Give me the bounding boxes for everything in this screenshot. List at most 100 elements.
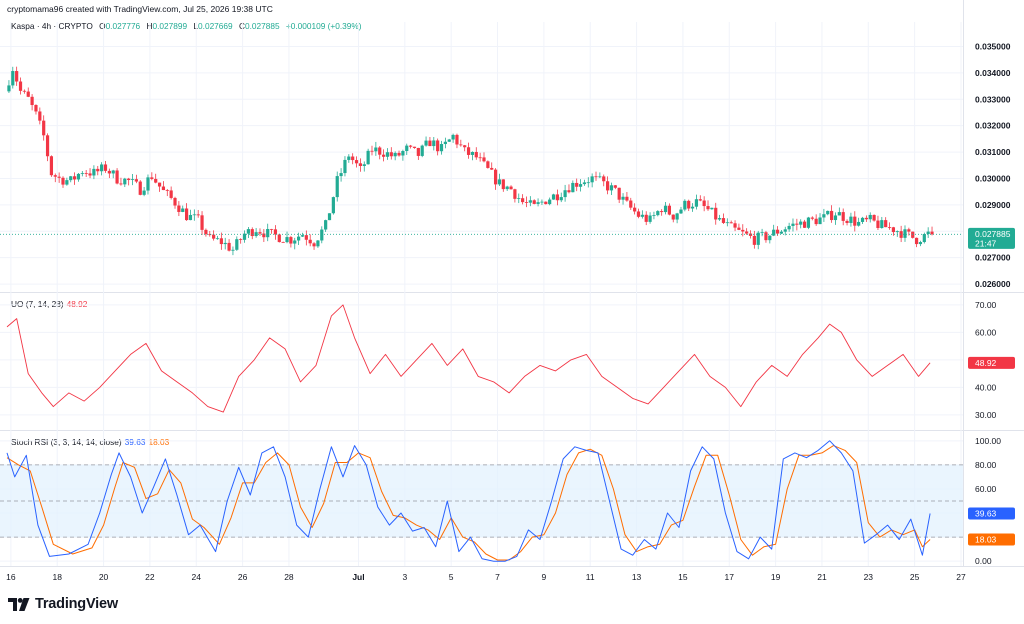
chart-credit: cryptomama96 created with TradingView.co… (7, 4, 273, 14)
candle-body (142, 190, 146, 195)
tradingview-logo[interactable]: TradingView (8, 596, 118, 612)
uo-value: 48.92 (66, 299, 88, 309)
candle-body (53, 175, 57, 177)
candle-body (347, 156, 351, 160)
candle-body (447, 139, 451, 142)
uo-legend[interactable]: UO (7, 14, 28) 48.92 (11, 299, 87, 309)
candle-body (88, 173, 92, 176)
candle-body (528, 200, 532, 203)
candle-body (609, 185, 614, 191)
candle-body (548, 199, 552, 205)
candle-body (833, 215, 838, 221)
x-tick-label: 21 (817, 572, 827, 582)
stoch-k-tag-text: 39.63 (975, 508, 997, 518)
candle-body (617, 187, 621, 200)
symbol-title[interactable]: Kaspa · 4h · CRYPTO (11, 21, 93, 31)
y-tick-label: 0.035000 (975, 41, 1011, 51)
x-tick-label: Jul (352, 572, 364, 582)
candle-body (625, 196, 629, 201)
x-tick-label: 19 (771, 572, 781, 582)
candle-body (223, 242, 227, 245)
y-tick-label: 0.032000 (975, 121, 1011, 131)
candle-body (868, 214, 872, 220)
uo-value-tag-text: 48.92 (975, 358, 997, 368)
candle-body (181, 208, 185, 212)
candle-body (436, 140, 440, 152)
x-tick-label: 27 (956, 572, 966, 582)
candle-body (521, 198, 525, 203)
candle-body (103, 164, 108, 171)
candle-body (474, 151, 478, 158)
candle-body (702, 200, 706, 207)
candle-body (277, 234, 281, 243)
candle-body (718, 218, 722, 220)
candle-body (146, 177, 150, 191)
candle-body (397, 152, 401, 156)
candle-body (810, 217, 814, 219)
candle-body (130, 179, 135, 181)
candle-body (459, 144, 463, 146)
candle-body (791, 223, 795, 226)
candle-body (578, 184, 583, 187)
open-label: O (99, 21, 106, 31)
x-tick-label: 22 (145, 572, 155, 582)
candle-body (795, 223, 799, 225)
low-label: L (193, 21, 199, 31)
candle-body (420, 145, 424, 156)
candle-body (760, 232, 764, 234)
candle-body (501, 179, 505, 190)
candle-body (150, 177, 154, 179)
candle-body (161, 186, 166, 191)
candle-body (613, 185, 617, 188)
candle-body (339, 173, 343, 177)
candle-body (72, 176, 77, 180)
candle-body (605, 181, 610, 191)
candle-body (362, 164, 366, 166)
uo-line (6, 304, 931, 413)
candle-body (184, 208, 189, 221)
stoch-k-value: 39.63 (124, 437, 146, 447)
last-price-tag (968, 227, 1015, 249)
candle-body (196, 214, 200, 216)
candle-body (741, 229, 745, 232)
candle-body (555, 194, 559, 201)
candle-body (451, 134, 455, 140)
candle-body (551, 194, 556, 200)
candle-body (582, 182, 587, 185)
candle-body (629, 200, 633, 208)
candle-body (92, 168, 96, 176)
stoch-legend[interactable]: Stoch RSI (3, 3, 14, 14, close) 39.63 18.0… (11, 437, 169, 447)
candle-body (154, 178, 158, 183)
candle-body (826, 210, 830, 215)
candle-body (300, 235, 305, 237)
candle-body (439, 144, 444, 152)
stoch-title: Stoch RSI (3, 3, 14, 14, close) (11, 437, 122, 447)
candle-body (45, 135, 50, 157)
candle-body (509, 186, 513, 190)
candle-body (7, 85, 11, 92)
candle-body (822, 214, 826, 218)
stoch-d-value: 18.03 (148, 437, 170, 447)
candle-body (123, 178, 127, 185)
candle-body (455, 134, 459, 145)
uo-value-tag (968, 356, 1015, 369)
candle-body (165, 190, 169, 191)
candle-body (65, 180, 69, 185)
candle-body (710, 207, 714, 210)
candle-body (235, 239, 239, 250)
candle-body (200, 215, 204, 230)
open-value: 0.027776 (105, 21, 141, 31)
candle-body (324, 220, 328, 230)
candle-body (895, 231, 899, 233)
candle-body (926, 231, 930, 235)
candle-body (725, 222, 729, 224)
candle-body (922, 234, 926, 243)
candle-body (918, 242, 923, 245)
candle-body (884, 220, 888, 228)
candle-body (799, 221, 803, 225)
candle-body (748, 233, 753, 236)
close-value: 0.027885 (244, 21, 280, 31)
candle-body (656, 211, 660, 216)
candle-body (880, 220, 884, 228)
